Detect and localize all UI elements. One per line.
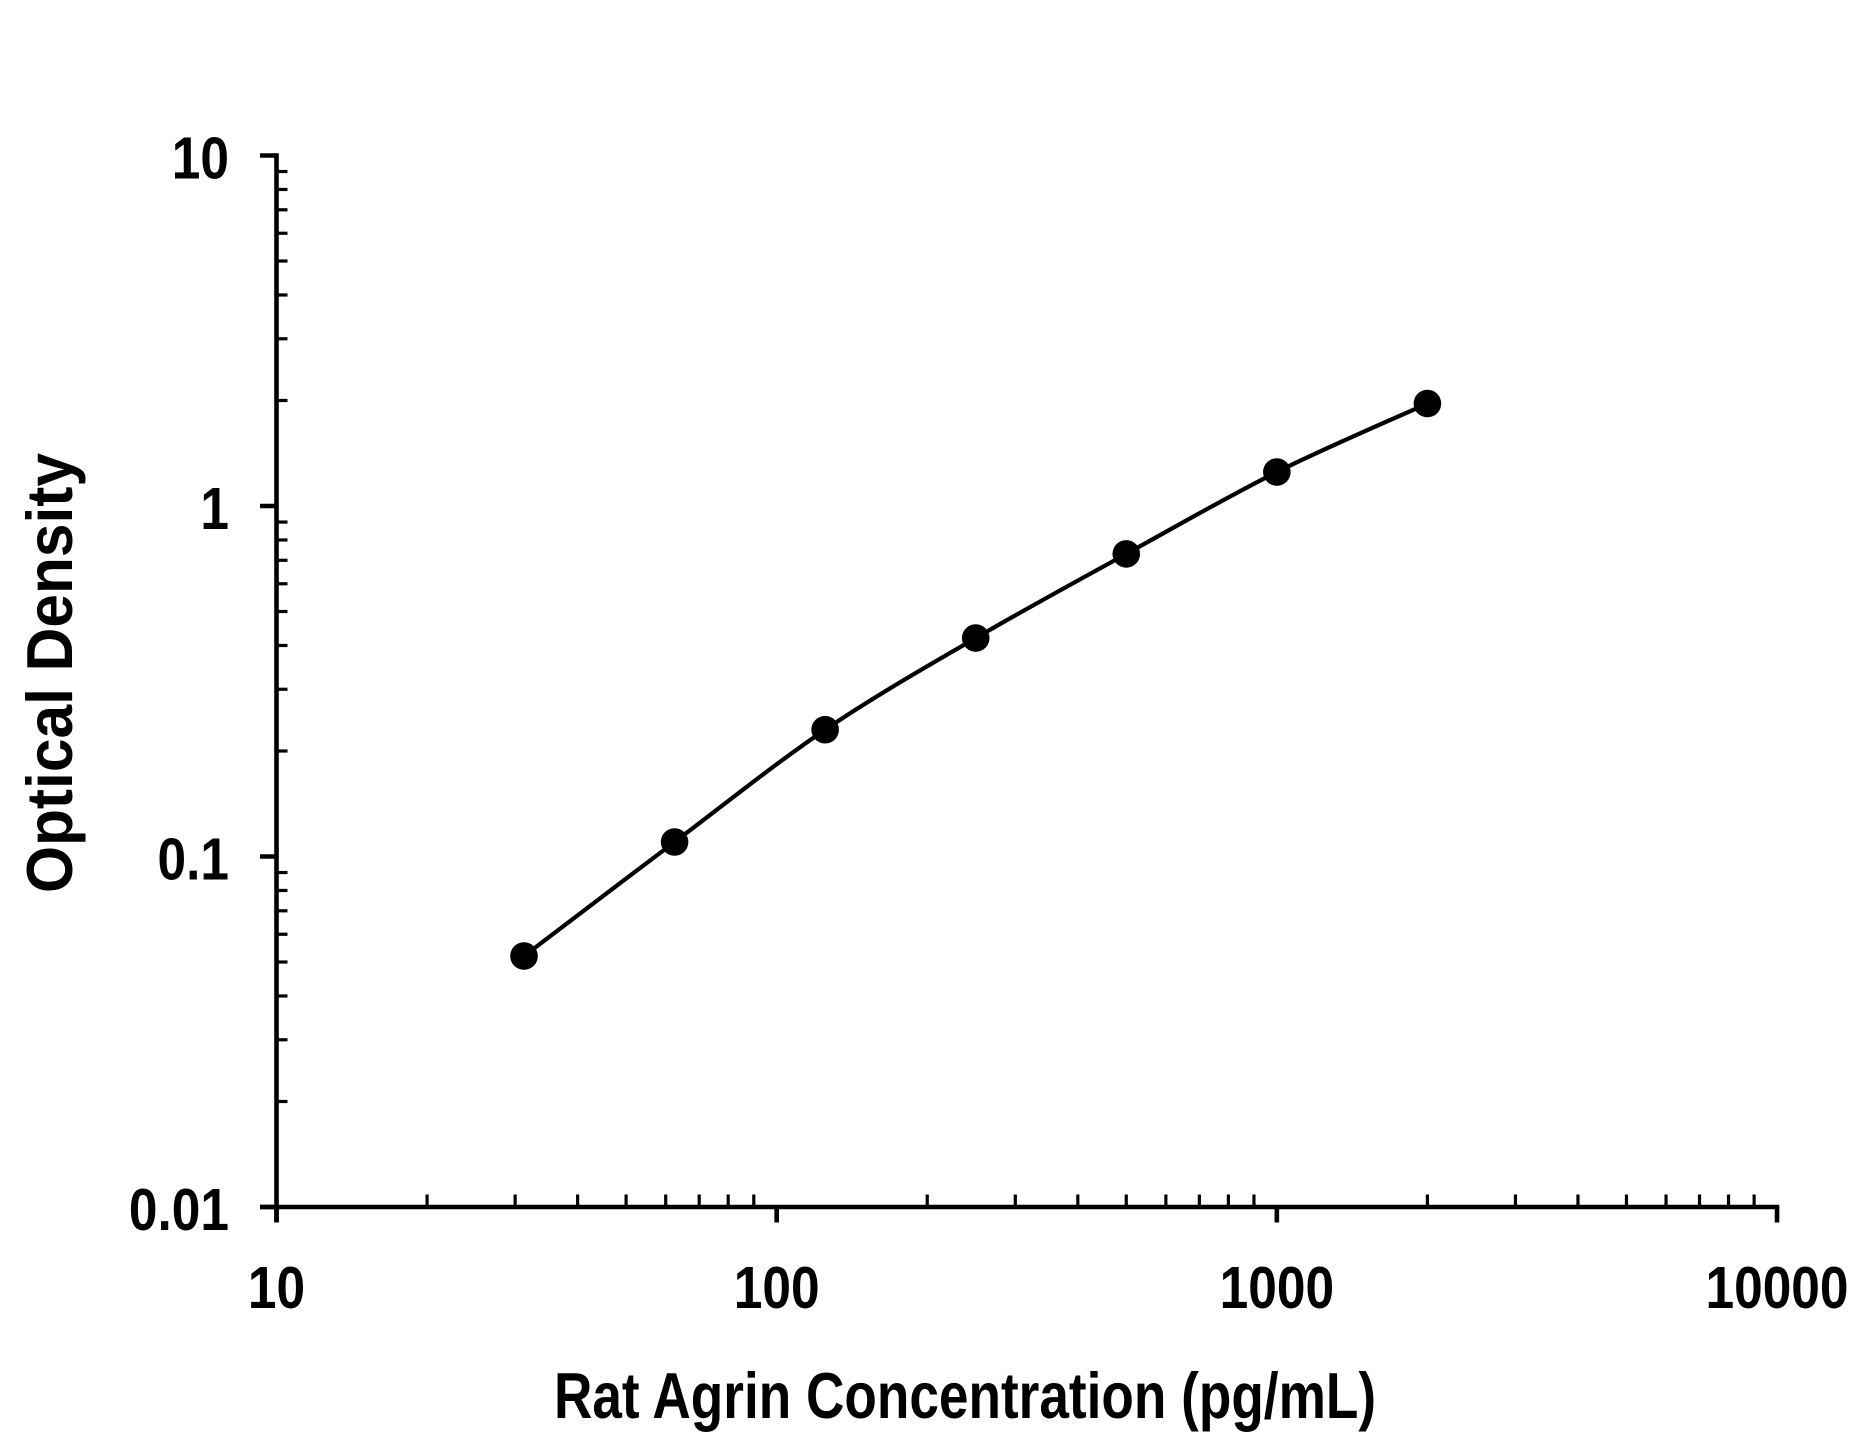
data-point-marker (1413, 389, 1442, 418)
x-tick-label: 10 (248, 1255, 305, 1321)
x-tick-label: 1000 (1220, 1255, 1335, 1321)
y-axis: 10 1 0.1 0.01 (129, 126, 288, 1244)
data-point-marker (811, 715, 839, 744)
y-axis-tick-labels: 10 1 0.1 0.01 (129, 126, 229, 1244)
y-axis-title: Optical Density (13, 453, 86, 893)
y-tick-label: 0.01 (129, 1177, 229, 1243)
series-standard-curve (510, 389, 1442, 970)
y-axis-minor-ticks (276, 169, 288, 1104)
y-axis-major-ticks (260, 153, 277, 1210)
x-tick-label: 10000 (1705, 1255, 1848, 1321)
y-tick-label: 1 (200, 476, 229, 542)
y-tick-label: 0.1 (158, 827, 230, 893)
y-tick-label: 10 (172, 126, 229, 192)
data-point-marker (510, 942, 538, 970)
x-axis-minor-ticks (425, 1194, 1756, 1207)
x-axis-title: Rat Agrin Concentration (pg/mL) (554, 1359, 1376, 1432)
x-tick-label: 100 (734, 1255, 820, 1321)
data-point-marker (961, 624, 990, 652)
x-axis: 10 100 1000 10000 (248, 1194, 1849, 1321)
data-point-marker (1263, 458, 1291, 486)
data-point-marker (1112, 540, 1141, 568)
series-markers (510, 389, 1442, 970)
x-axis-tick-labels: 10 100 1000 10000 (248, 1255, 1849, 1321)
data-point-marker (660, 828, 689, 856)
